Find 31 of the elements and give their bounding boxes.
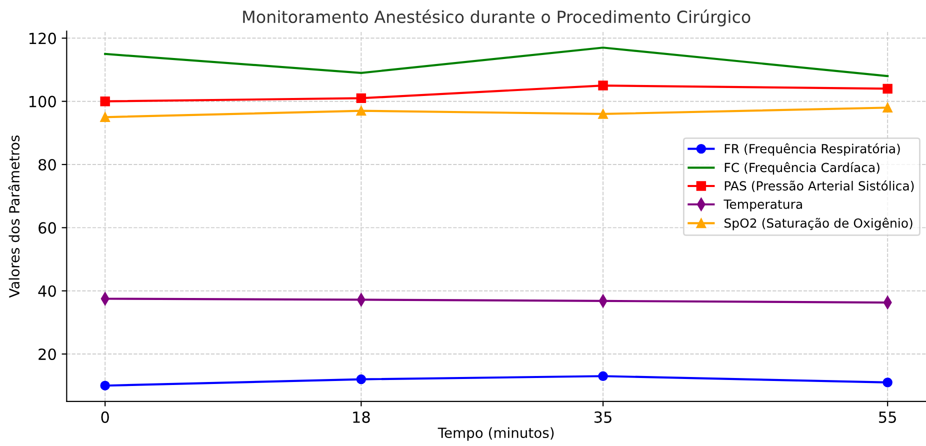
point	[882, 102, 892, 113]
legend-label: PAS (Pressão Arterial Sistólica)	[724, 180, 914, 192]
point	[356, 374, 366, 384]
point	[356, 106, 366, 116]
y-tick-label: 60	[38, 222, 56, 234]
x-tick-label: 55	[879, 412, 896, 423]
y-tick-label: 80	[38, 158, 56, 171]
point	[598, 371, 608, 381]
x-tick-label: 35	[594, 411, 612, 423]
point	[598, 109, 608, 119]
y-tick-label: 100	[29, 96, 56, 108]
point	[598, 80, 608, 90]
x-tick-label: 0	[101, 411, 109, 423]
legend-label: Temperatura	[724, 200, 802, 212]
legend-label: SpO2 (Saturação de Oxigênio)	[724, 218, 912, 230]
x-tick-label: 18	[353, 411, 370, 423]
point	[100, 112, 110, 122]
y-tick-label: 120	[29, 32, 56, 44]
y-tick-label: 40	[38, 285, 56, 297]
y-axis-title: Valores dos Parâmetros	[8, 135, 20, 298]
x-axis-title: Tempo (minutos)	[438, 427, 554, 441]
chart-title: Monitoramento Anestésico durante o Procedimento Cirúrgico	[243, 10, 750, 26]
point	[356, 93, 366, 104]
y-tick-label: 20	[38, 348, 56, 360]
point	[882, 378, 892, 388]
point	[100, 380, 110, 390]
legend-label: FC (Frequência Cardíaca)	[724, 162, 880, 175]
point	[882, 84, 892, 94]
legend-label: FR (Frequência Respiratória)	[724, 143, 900, 156]
line-series	[104, 46, 889, 78]
point	[100, 96, 110, 106]
